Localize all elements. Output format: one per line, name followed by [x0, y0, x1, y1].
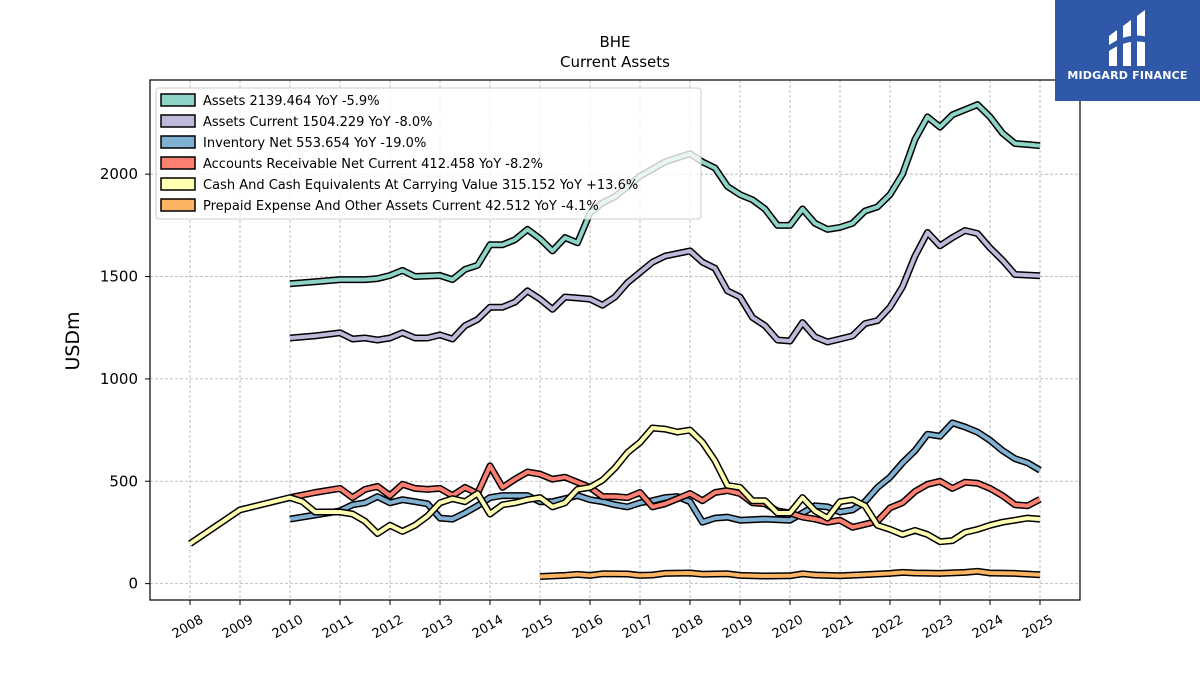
x-tick-label: 2013	[420, 612, 456, 642]
plot-frame	[149, 79, 1081, 601]
legend: Assets 2139.464 YoY -5.9% Assets Current …	[155, 87, 702, 220]
legend-swatch	[160, 93, 196, 107]
chart-title: BHE	[599, 33, 630, 51]
x-tick-label: 2009	[220, 612, 256, 642]
series-3	[289, 462, 1042, 531]
y-axis-label: USDm	[62, 311, 84, 370]
series-line-outline	[289, 227, 1041, 346]
x-tick-label: 2008	[170, 612, 206, 642]
series-5	[539, 567, 1041, 580]
series-line	[289, 420, 1042, 525]
series-line	[289, 102, 1041, 286]
series-line	[289, 463, 1041, 530]
legend-entry: Assets 2139.464 YoY -5.9%	[203, 94, 380, 109]
x-tick-label: 2023	[920, 612, 956, 642]
legend-swatch	[160, 135, 196, 149]
chart-subtitle: Current Assets	[560, 53, 670, 71]
legend-entry: Accounts Receivable Net Current 412.458 …	[203, 157, 543, 172]
series-lines	[188, 101, 1042, 580]
x-tick-label: 2025	[1020, 612, 1056, 642]
series-2	[289, 419, 1042, 526]
series-4	[188, 424, 1041, 547]
legend-swatch	[160, 198, 196, 212]
midgard-logo-icon	[1105, 10, 1151, 66]
x-tick-label: 2022	[870, 612, 906, 642]
legend-entry: Inventory Net 553.654 YoY -19.0%	[203, 136, 426, 151]
x-tick-label: 2018	[670, 612, 706, 642]
legend-swatch	[160, 156, 196, 170]
x-tick-label: 2010	[270, 612, 306, 642]
series-1	[289, 227, 1041, 346]
series-line	[289, 228, 1041, 344]
legend-swatch	[160, 177, 196, 191]
x-tick-label: 2014	[470, 612, 506, 642]
x-tick-label: 2017	[620, 612, 656, 642]
y-tick-label: 1500	[100, 268, 138, 286]
y-tick-label: 2000	[100, 165, 138, 183]
legend-entry: Prepaid Expense And Other Assets Current…	[203, 199, 599, 214]
series-line-outline	[188, 424, 1041, 547]
legend-swatch	[160, 114, 196, 128]
midgard-finance-logo: MIDGARD FINANCE	[1055, 0, 1200, 101]
x-tick-label: 2019	[720, 612, 756, 642]
y-tick-label: 500	[109, 472, 138, 490]
legend-entry: Assets Current 1504.229 YoY -8.0%	[203, 115, 433, 130]
x-tick-label: 2016	[570, 612, 606, 642]
series-line	[188, 426, 1041, 546]
logo-text: MIDGARD FINANCE	[1067, 69, 1188, 82]
x-tick-label: 2015	[520, 612, 556, 642]
series-0	[289, 101, 1041, 288]
x-tick-label: 2024	[970, 612, 1006, 642]
legend-box	[155, 87, 702, 220]
x-tick-label: 2011	[320, 612, 356, 642]
series-line	[539, 569, 1041, 579]
y-tick-label: 0	[128, 575, 138, 593]
x-tick-label: 2021	[820, 612, 856, 642]
y-tick-label: 1000	[100, 370, 138, 388]
x-tick-label: 2020	[770, 612, 806, 642]
legend-entry: Cash And Cash Equivalents At Carrying Va…	[203, 178, 638, 193]
x-tick-label: 2012	[370, 612, 406, 642]
